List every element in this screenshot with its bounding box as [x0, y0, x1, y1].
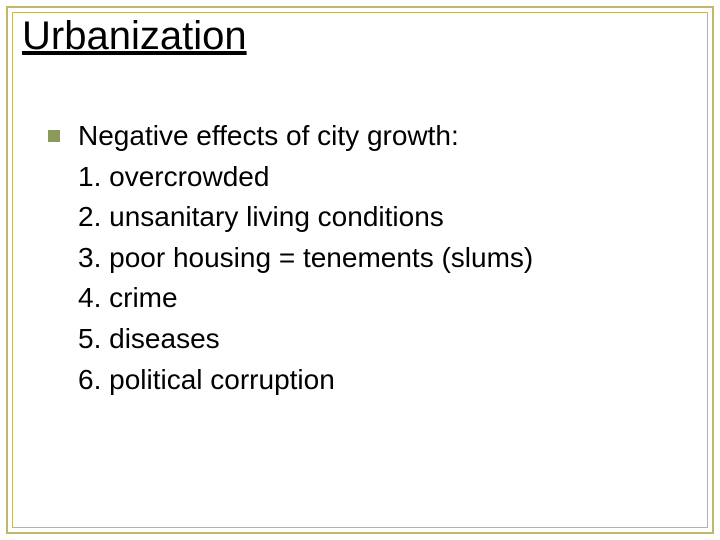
- square-bullet-icon: [48, 130, 60, 142]
- slide-title: Urbanization: [22, 14, 247, 59]
- list-item: 5. diseases: [78, 319, 680, 360]
- lead-text: Negative effects of city growth:: [78, 116, 459, 157]
- slide-body: Negative effects of city growth: 1. over…: [48, 116, 680, 400]
- list-item: 3. poor housing = tenements (slums): [78, 238, 680, 279]
- lead-row: Negative effects of city growth:: [48, 116, 680, 157]
- list-item: 2. unsanitary living conditions: [78, 197, 680, 238]
- slide: Urbanization Negative effects of city gr…: [0, 0, 720, 540]
- list-item: 6. political corruption: [78, 360, 680, 401]
- list-item: 1. overcrowded: [78, 157, 680, 198]
- list-item: 4. crime: [78, 278, 680, 319]
